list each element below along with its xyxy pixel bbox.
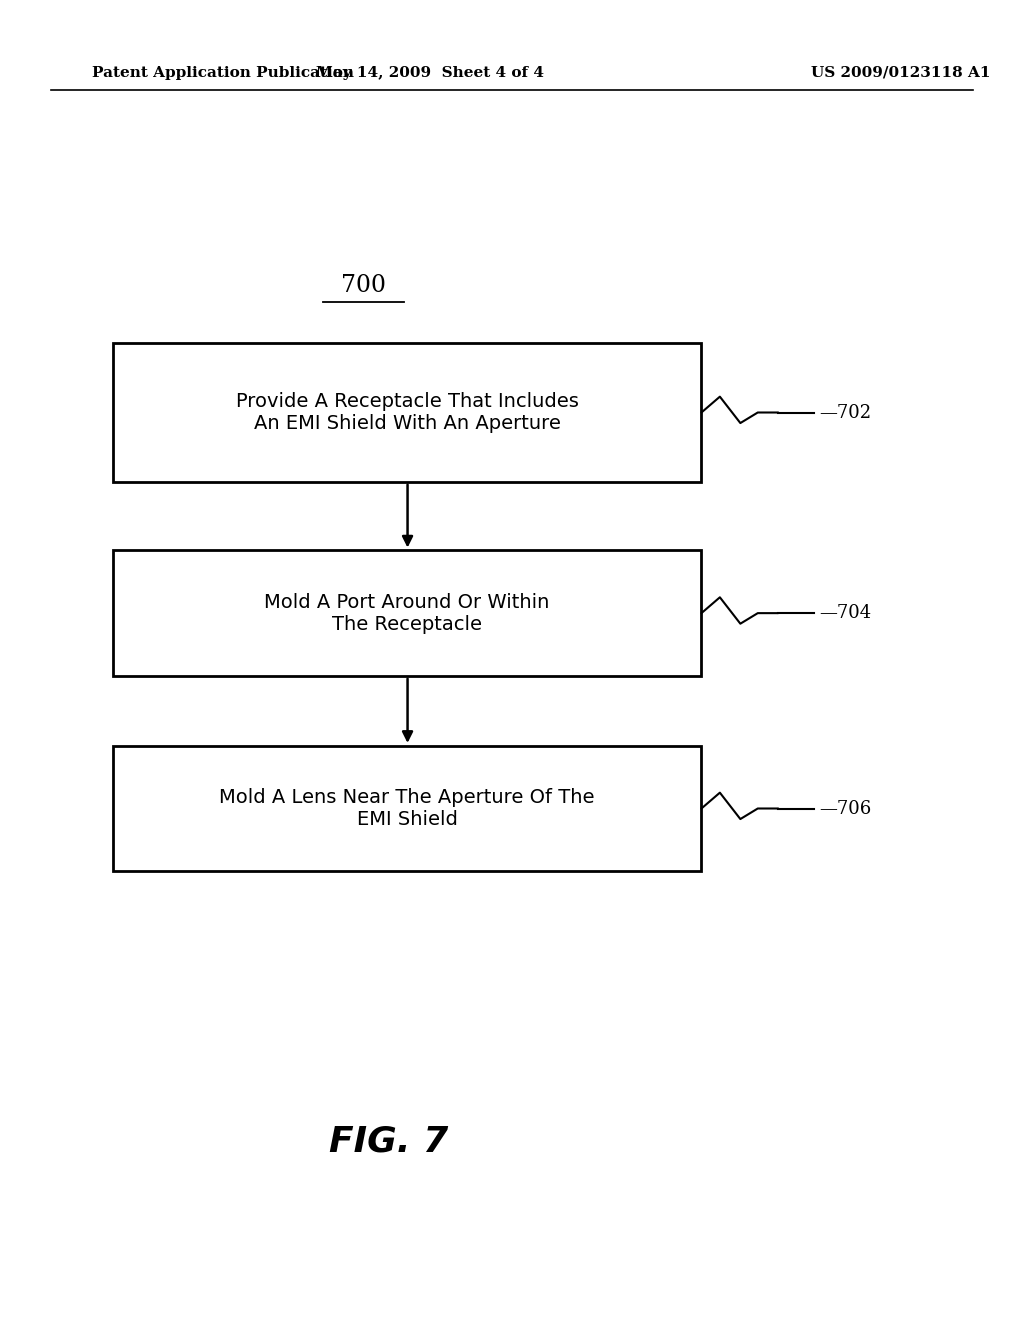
Bar <box>113 550 701 676</box>
Text: May 14, 2009  Sheet 4 of 4: May 14, 2009 Sheet 4 of 4 <box>316 66 544 79</box>
Text: —704: —704 <box>819 605 871 622</box>
Text: Mold A Port Around Or Within
The Receptacle: Mold A Port Around Or Within The Recepta… <box>264 593 550 634</box>
Text: Mold A Lens Near The Aperture Of The
EMI Shield: Mold A Lens Near The Aperture Of The EMI… <box>219 788 595 829</box>
Text: 700: 700 <box>341 275 386 297</box>
Text: Patent Application Publication: Patent Application Publication <box>92 66 354 79</box>
Text: FIG. 7: FIG. 7 <box>330 1125 449 1159</box>
Text: —706: —706 <box>819 800 871 817</box>
Text: US 2009/0123118 A1: US 2009/0123118 A1 <box>811 66 991 79</box>
Text: Provide A Receptacle That Includes
An EMI Shield With An Aperture: Provide A Receptacle That Includes An EM… <box>236 392 579 433</box>
Bar <box>113 343 701 482</box>
Bar <box>113 746 701 871</box>
Text: —702: —702 <box>819 404 871 421</box>
